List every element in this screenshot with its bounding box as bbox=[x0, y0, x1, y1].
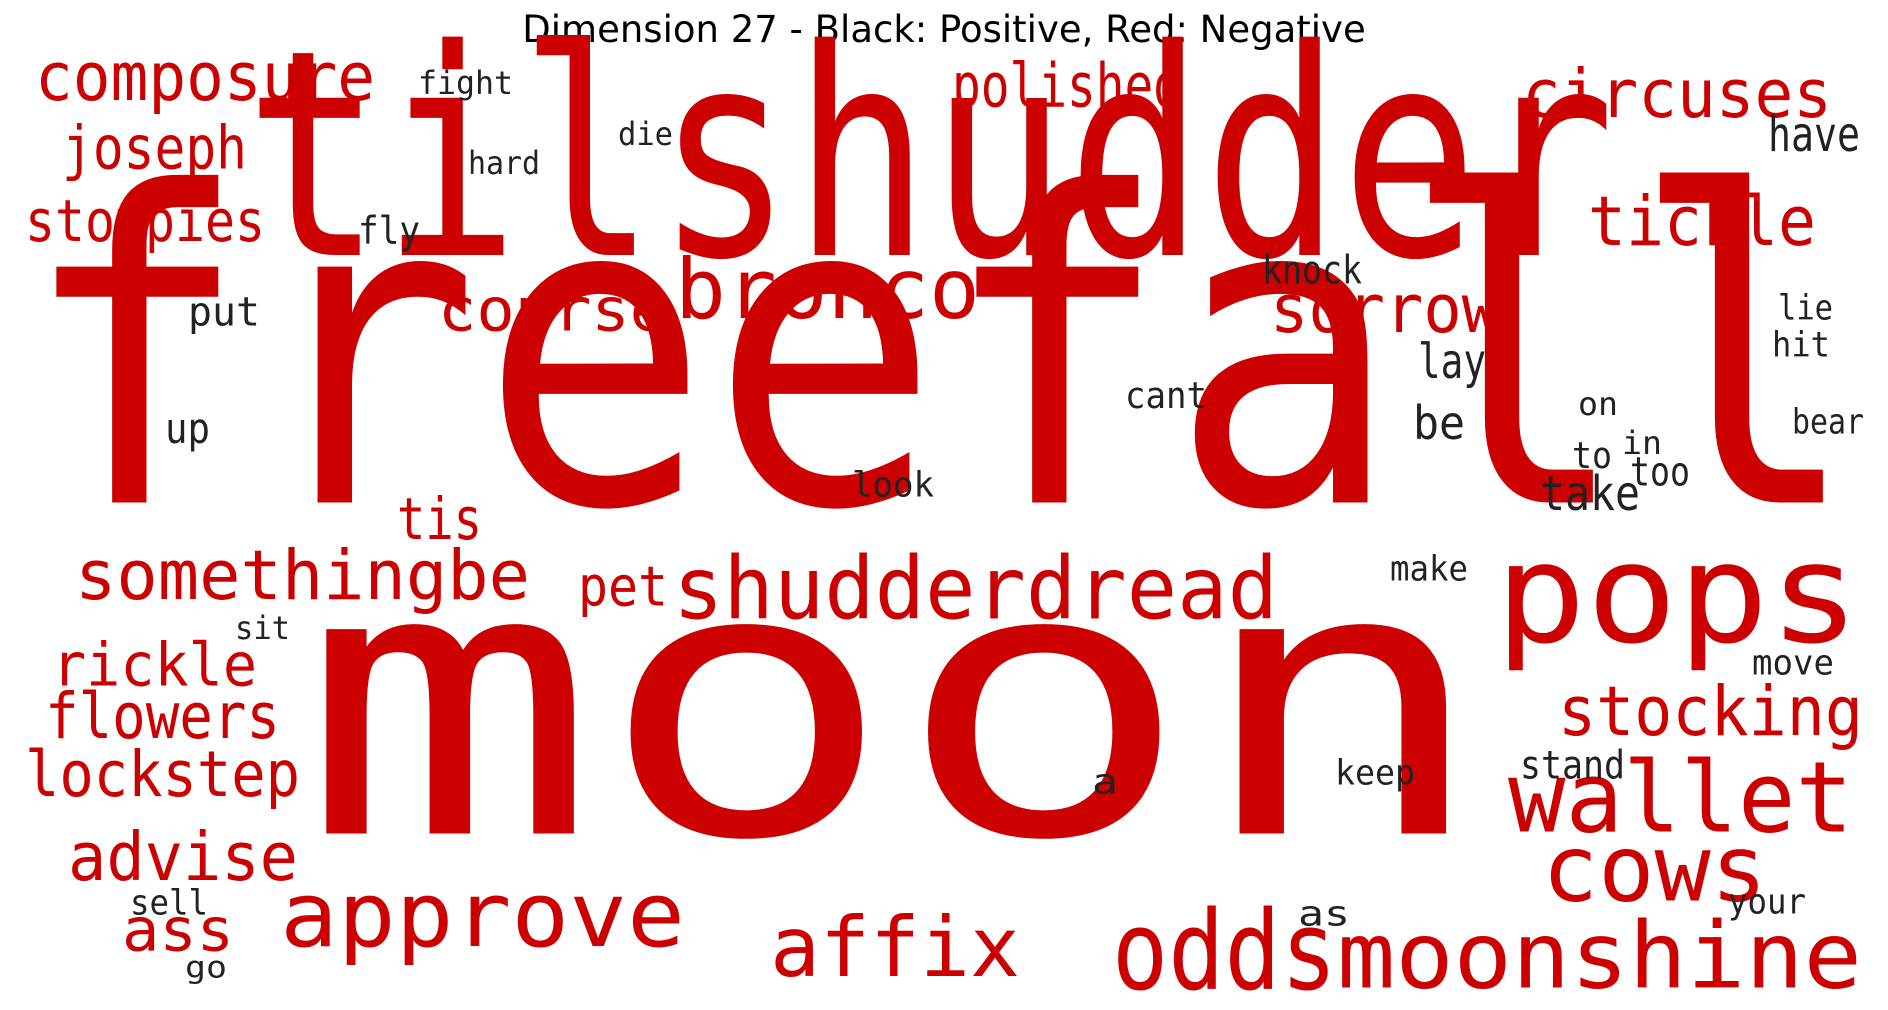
word-sell: sell bbox=[130, 883, 208, 923]
word-up: up bbox=[165, 405, 210, 453]
word-sit: sit bbox=[235, 609, 290, 647]
word-approve: approve bbox=[280, 864, 685, 968]
word-fly: fly bbox=[358, 209, 420, 253]
word-tickle: tickle bbox=[1588, 182, 1816, 262]
word-bronco: bronco bbox=[675, 241, 980, 338]
word-a: a bbox=[1092, 762, 1118, 802]
word-cows: cows bbox=[1542, 815, 1767, 922]
word-circuses: circuses bbox=[1522, 55, 1832, 133]
word-on: on bbox=[1578, 385, 1618, 423]
word-advise: advise bbox=[68, 818, 298, 896]
word-move: move bbox=[1752, 643, 1834, 683]
word-make: make bbox=[1390, 549, 1468, 589]
word-moonshine: moonshine bbox=[1337, 902, 1862, 1009]
word-composure: composure bbox=[35, 38, 375, 116]
word-stompies: stompies bbox=[25, 188, 265, 255]
word-moon: moon bbox=[300, 488, 1490, 923]
word-affix: affix bbox=[770, 899, 1020, 996]
word-look: look bbox=[852, 465, 934, 505]
word-pet: pet bbox=[578, 555, 668, 619]
word-to: to bbox=[1572, 434, 1612, 477]
word-shudderdread: shudderdread bbox=[673, 540, 1278, 640]
figure-title: Dimension 27 - Black: Positive, Red: Neg… bbox=[522, 8, 1366, 51]
word-too: too bbox=[1630, 449, 1690, 495]
word-bear: bear bbox=[1792, 402, 1864, 442]
word-lie: lie bbox=[1778, 288, 1833, 328]
word-your: your bbox=[1728, 882, 1806, 922]
word-take: take bbox=[1540, 466, 1640, 522]
word-tilshudder: tilshudder bbox=[245, 0, 1615, 323]
word-stocking: stocking bbox=[1558, 672, 1863, 752]
word-freefall: freefall bbox=[20, 103, 1860, 605]
word-keep: keep bbox=[1335, 753, 1415, 793]
word-rickle: rickle bbox=[52, 631, 257, 701]
word-tis: tis bbox=[397, 486, 482, 553]
word-lockstep: lockstep bbox=[25, 737, 300, 811]
word-wallet: wallet bbox=[1508, 741, 1853, 855]
word-knock: knock bbox=[1262, 249, 1362, 294]
word-have: have bbox=[1768, 107, 1860, 163]
word-hit: hit bbox=[1772, 325, 1830, 365]
word-sorrow: sorrow bbox=[1270, 270, 1501, 348]
word-be: be bbox=[1413, 396, 1465, 450]
word-somethingbe: somethingbe bbox=[75, 536, 530, 616]
word-in: in bbox=[1622, 424, 1662, 462]
word-put: put bbox=[188, 289, 260, 335]
word-stand: stand bbox=[1520, 744, 1625, 789]
word-flowers: flowers bbox=[45, 679, 280, 753]
word-hard: hard bbox=[468, 144, 540, 182]
word-course: course bbox=[438, 276, 668, 346]
word-go: go bbox=[185, 950, 227, 985]
word-ass: ass bbox=[122, 896, 234, 966]
word-fight: fight bbox=[418, 64, 513, 102]
word-die: die bbox=[618, 115, 673, 153]
word-lay: lay bbox=[1418, 334, 1486, 390]
word-joseph: joseph bbox=[62, 114, 247, 184]
word-polished: polished bbox=[952, 50, 1182, 121]
word-cant: cant bbox=[1125, 374, 1207, 417]
word-pops: pops bbox=[1495, 514, 1860, 675]
word-odds: odds bbox=[1112, 888, 1337, 1010]
word-as: as bbox=[1298, 894, 1350, 934]
